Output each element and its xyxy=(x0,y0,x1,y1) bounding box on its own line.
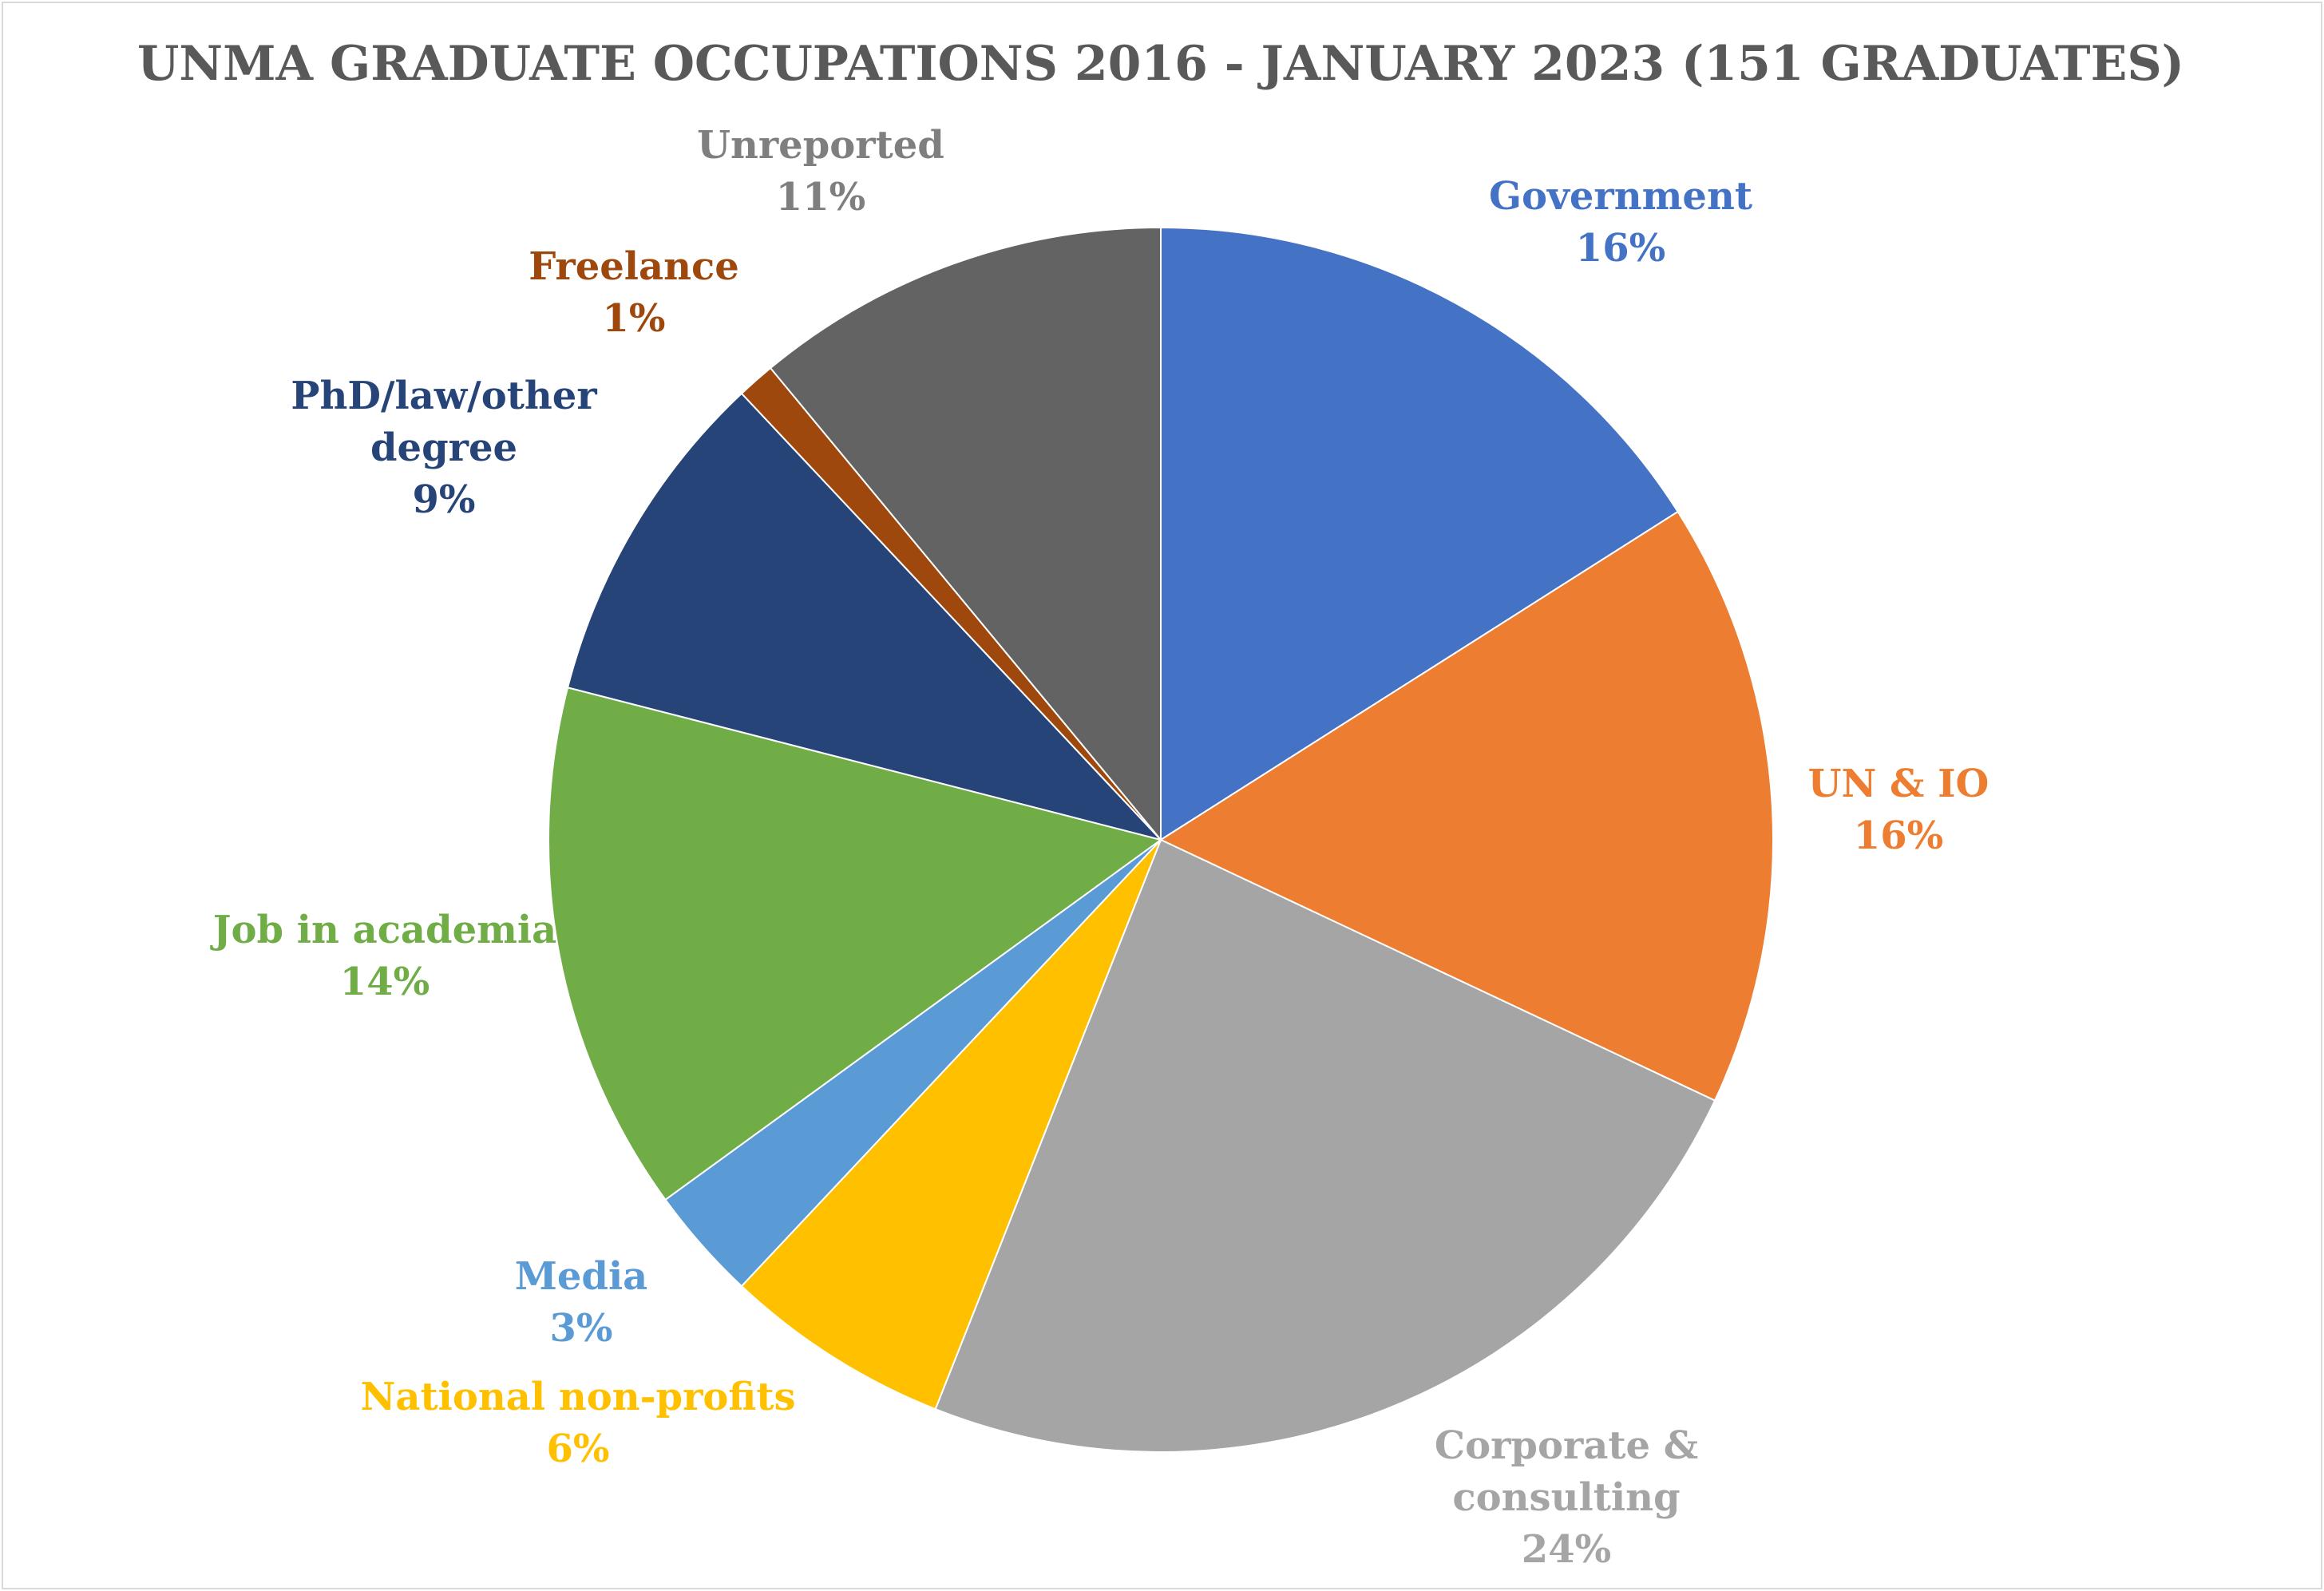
pie-slice-job-in-academia xyxy=(548,687,1163,1201)
pie-slices xyxy=(548,226,1774,1453)
pie-slice-corporate-consulting xyxy=(934,838,1716,1453)
slice-name-label-un-io: UN & IO xyxy=(1808,762,1989,806)
pie-slice-government xyxy=(1160,226,1679,841)
slice-value-label-un-io: 16% xyxy=(1854,813,1943,858)
chart-title: UNMA GRADUATE OCCUPATIONS 2016 - JANUARY… xyxy=(137,36,2184,92)
slice-value-label-job-in-academia: 14% xyxy=(340,960,430,1004)
slice-name-label-government: Government xyxy=(1489,174,1752,219)
slice-name-label-corporate-consulting: Corporate & xyxy=(1435,1423,1698,1468)
slice-name-label-unreported: Unreported xyxy=(697,123,944,168)
slice-name-label-corporate-consulting: consulting xyxy=(1452,1475,1680,1520)
slice-name-label-national-non-profits: National non-profits xyxy=(360,1375,795,1419)
pie-slice-unreported xyxy=(769,226,1162,842)
pie-slice-national-non-profits xyxy=(740,839,1162,1411)
slice-name-label-media: Media xyxy=(515,1254,648,1299)
slice-value-label-media: 3% xyxy=(549,1306,612,1351)
slice-name-label-job-in-academia: Job in academia xyxy=(210,908,557,952)
slice-name-label-phd-law-other-degree: degree xyxy=(370,425,517,470)
slice-name-label-freelance: Freelance xyxy=(529,244,739,289)
slice-value-label-government: 16% xyxy=(1576,226,1665,271)
slice-name-label-phd-law-other-degree: PhD/law/other xyxy=(291,374,597,418)
slice-value-label-unreported: 11% xyxy=(776,175,865,220)
slice-value-label-corporate-consulting: 24% xyxy=(1522,1527,1611,1572)
slice-labels: Government 16% UN & IO 16% Corporate & consul… xyxy=(210,123,1989,1572)
slice-value-label-national-non-profits: 6% xyxy=(546,1427,609,1471)
pie-slice-phd-law-other-degree xyxy=(566,392,1164,841)
slice-value-label-phd-law-other-degree: 9% xyxy=(412,477,475,522)
pie-slice-un-io xyxy=(1158,510,1774,1102)
slice-value-label-freelance: 1% xyxy=(602,296,665,341)
